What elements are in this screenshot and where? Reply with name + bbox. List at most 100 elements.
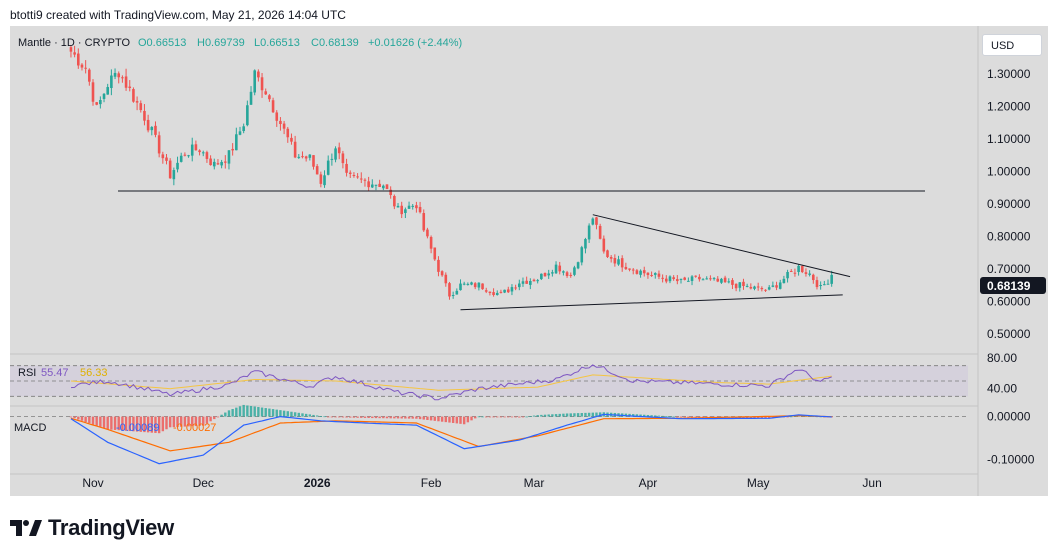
macd-histogram-bar bbox=[73, 416, 76, 419]
macd-histogram-bar bbox=[459, 416, 462, 424]
chart-area[interactable] bbox=[10, 26, 1048, 496]
candle-body bbox=[782, 278, 786, 284]
candle-body bbox=[793, 272, 797, 274]
macd-histogram-bar bbox=[764, 416, 767, 419]
time-tick-label: Apr bbox=[639, 476, 658, 490]
candle-body bbox=[602, 238, 606, 252]
candle-body bbox=[404, 209, 407, 213]
macd-histogram-bar bbox=[257, 407, 260, 417]
macd-histogram-bar bbox=[790, 416, 793, 418]
candle-body bbox=[797, 265, 800, 272]
candle-body bbox=[216, 163, 220, 165]
macd-histogram-bar bbox=[374, 416, 378, 419]
macd-histogram-bar bbox=[393, 416, 396, 419]
candle-body bbox=[315, 166, 319, 175]
candle-body bbox=[330, 158, 334, 160]
macd-histogram-bar bbox=[643, 414, 646, 417]
candle-body bbox=[393, 196, 396, 207]
candle-body bbox=[444, 274, 448, 284]
candle-body bbox=[301, 156, 304, 158]
macd-histogram-bar bbox=[448, 416, 451, 423]
macd-histogram-bar bbox=[492, 416, 495, 418]
macd-histogram-bar bbox=[646, 414, 650, 417]
candle-body bbox=[657, 273, 661, 277]
candle-body bbox=[668, 276, 672, 282]
macd-histogram-bar bbox=[551, 414, 554, 417]
macd-histogram-bar bbox=[650, 415, 653, 417]
macd-histogram-bar bbox=[543, 414, 547, 417]
rsi-ma-line bbox=[70, 374, 832, 391]
macd-histogram-bar bbox=[470, 416, 473, 421]
macd-histogram-bar bbox=[88, 416, 91, 424]
candle-body bbox=[246, 105, 249, 126]
candle-body bbox=[146, 119, 150, 131]
candle-body bbox=[786, 271, 789, 279]
macd-histogram-bar bbox=[290, 411, 293, 417]
macd-histogram-bar bbox=[676, 416, 679, 418]
macd-histogram-bar bbox=[202, 416, 205, 426]
macd-histogram-bar bbox=[187, 416, 190, 427]
candle-body bbox=[220, 161, 223, 166]
candle-body bbox=[617, 259, 620, 265]
macd-histogram-bar bbox=[499, 416, 503, 418]
legend-change: +0.01626 (+2.44%) bbox=[368, 37, 462, 49]
candle-body bbox=[187, 155, 190, 157]
candle-body bbox=[495, 292, 499, 296]
macd-histogram-bar bbox=[690, 416, 694, 418]
candle-body bbox=[440, 271, 444, 276]
candle-body bbox=[451, 294, 455, 296]
candle-body bbox=[121, 77, 124, 79]
macd-histogram-bar bbox=[330, 416, 334, 418]
candle-body bbox=[124, 76, 128, 88]
candle-body bbox=[672, 277, 675, 280]
candle-body bbox=[224, 161, 227, 163]
candle-body bbox=[720, 278, 723, 283]
candle-body bbox=[742, 281, 745, 287]
candle-body bbox=[448, 283, 451, 297]
macd-histogram-bar bbox=[485, 416, 488, 418]
macd-histogram-bar bbox=[462, 416, 466, 425]
macd-histogram-bar bbox=[753, 416, 756, 419]
candle-body bbox=[77, 53, 80, 66]
legend-high: H0.69739 bbox=[197, 37, 245, 49]
macd-histogram-bar bbox=[349, 416, 352, 418]
macd-histogram-bar bbox=[293, 412, 297, 417]
rsi-legend-ma: 56.33 bbox=[80, 367, 108, 379]
candle-body bbox=[293, 141, 297, 158]
candle-body bbox=[723, 277, 727, 283]
macd-histogram-bar bbox=[657, 415, 661, 417]
candle-body bbox=[808, 273, 811, 275]
macd-histogram-bar bbox=[135, 416, 139, 432]
macd-histogram-bar bbox=[360, 416, 363, 418]
currency-button[interactable]: USD bbox=[982, 34, 1042, 56]
candle-body bbox=[150, 127, 154, 131]
candle-body bbox=[727, 281, 731, 283]
candle-body bbox=[554, 264, 558, 274]
candle-body bbox=[642, 270, 646, 274]
macd-histogram-bar bbox=[415, 416, 418, 419]
candle-body bbox=[595, 217, 598, 225]
candle-body bbox=[698, 276, 701, 280]
candle-body bbox=[341, 153, 345, 164]
candle-body bbox=[676, 279, 679, 282]
macd-tick-label: 0.00000 bbox=[987, 410, 1031, 424]
candle-body bbox=[540, 273, 543, 280]
macd-histogram-bar bbox=[371, 416, 374, 419]
macd-histogram-bar bbox=[518, 416, 521, 418]
macd-histogram-bar bbox=[132, 416, 135, 432]
candle-body bbox=[687, 280, 690, 282]
candle-body bbox=[429, 236, 433, 249]
candle-body bbox=[819, 285, 822, 287]
candle-body bbox=[73, 52, 76, 55]
rsi-legend-name: RSI bbox=[18, 367, 36, 379]
candle-body bbox=[411, 205, 415, 207]
macd-histogram-bar bbox=[683, 416, 686, 418]
macd-histogram-bar bbox=[363, 416, 367, 418]
macd-histogram-bar bbox=[510, 416, 514, 418]
macd-histogram-bar bbox=[124, 416, 128, 431]
macd-histogram-bar bbox=[532, 415, 536, 417]
candle-body bbox=[95, 102, 98, 105]
candle-body bbox=[385, 184, 389, 190]
tradingview-logo: TradingView bbox=[10, 514, 174, 542]
